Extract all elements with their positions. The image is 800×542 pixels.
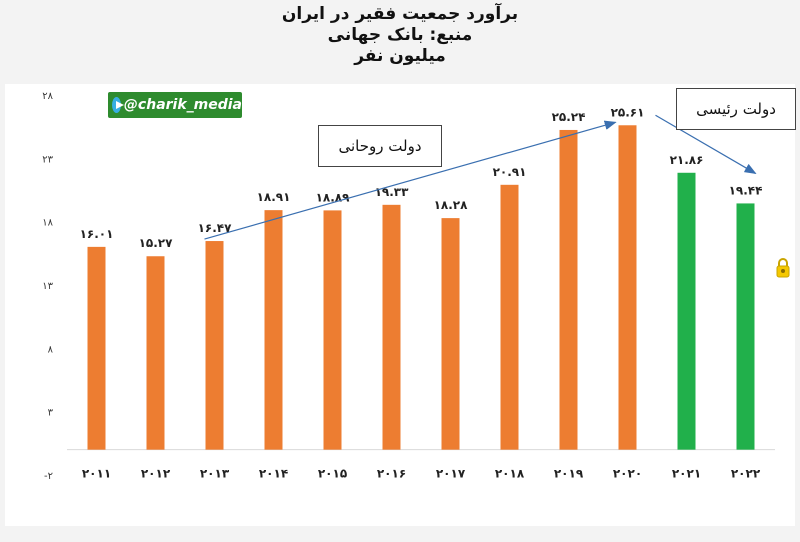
data-label: ۲۰.۹۱ (493, 165, 527, 179)
data-label: ۱۸.۲۸ (434, 198, 469, 212)
data-label: ۱۶.۰۱ (80, 227, 114, 241)
x-tick-label: ۲۰۱۹ (554, 467, 584, 481)
x-tick-label: ۲۰۱۳ (200, 467, 230, 481)
data-label: ۱۶.۴۷ (198, 221, 233, 235)
watermark-text: @charik_media (123, 97, 242, 113)
x-tick-label: ۲۰۱۲ (141, 467, 171, 481)
title-line-2: منبع: بانک جهانی (327, 25, 473, 45)
data-label: ۲۵.۶۱ (611, 105, 645, 119)
y-tick-label: ۳ (48, 408, 54, 419)
y-tick-label: ۱۸ (42, 218, 53, 229)
x-tick-label: ۲۰۱۵ (318, 467, 347, 481)
bar (382, 204, 401, 450)
x-tick-label: ۲۰۱۷ (436, 467, 466, 481)
y-tick-label: ۲۳ (42, 154, 53, 165)
chart-title: برآورد جمعیت فقیر در ایران منبع: بانک جه… (0, 4, 800, 67)
data-label: ۱۹.۴۴ (729, 183, 763, 197)
bar (500, 184, 519, 450)
bar (146, 256, 165, 450)
data-label: ۲۵.۲۴ (552, 110, 586, 124)
bar (323, 210, 342, 450)
bar (618, 125, 637, 450)
bar (736, 203, 755, 450)
bar (264, 210, 283, 450)
data-label: ۱۸.۹۱ (257, 190, 291, 204)
x-tick-label: ۲۰۱۱ (82, 467, 111, 481)
annotation-raisi: دولت رئیسی (676, 88, 796, 130)
y-tick-label: ۸ (48, 344, 54, 355)
trend-arrow-rouhani (204, 120, 617, 240)
bar (205, 241, 224, 450)
x-tick-label: ۲۰۱۸ (495, 467, 525, 481)
title-line-3: میلیون نفر (354, 46, 446, 66)
data-label: ۲۱.۸۶ (670, 153, 704, 167)
bar (559, 129, 578, 450)
annotation-rouhani: دولت روحانی (318, 125, 442, 167)
trend-arrow-raisi (655, 114, 757, 175)
x-tick-label: ۲۰۱۶ (377, 467, 406, 481)
telegram-icon (112, 97, 124, 113)
x-tick-label: ۲۰۲۲ (731, 467, 761, 481)
y-tick-label: ۱۳ (42, 281, 53, 292)
bar-chart: -۲ ۳ ۸ ۱۳ ۱۸ ۲۳ ۲۸ ۱۶.۰۱ ۲۰۱۱ ۱۵.۲۷ ۲۰۱۲ ۱۶.۴۷ ۲۰۱۳ ۱… (42, 91, 775, 482)
y-tick-label: ۲۸ (42, 91, 53, 102)
title-line-1: برآورد جمعیت فقیر در ایران (281, 4, 519, 24)
data-label: ۱۵.۲۷ (139, 236, 174, 250)
data-label: ۱۸.۸۹ (316, 190, 351, 204)
watermark-badge: @charik_media (108, 92, 242, 118)
y-tick-label: -۲ (44, 471, 53, 482)
bar (441, 218, 460, 450)
x-tick-label: ۲۰۲۰ (613, 467, 642, 481)
bar (677, 172, 696, 450)
lock-icon[interactable] (776, 258, 790, 278)
data-label: ۱۹.۳۳ (375, 185, 410, 199)
x-tick-label: ۲۰۱۴ (259, 467, 288, 481)
x-tick-label: ۲۰۲۱ (672, 467, 701, 481)
bar (87, 246, 106, 450)
